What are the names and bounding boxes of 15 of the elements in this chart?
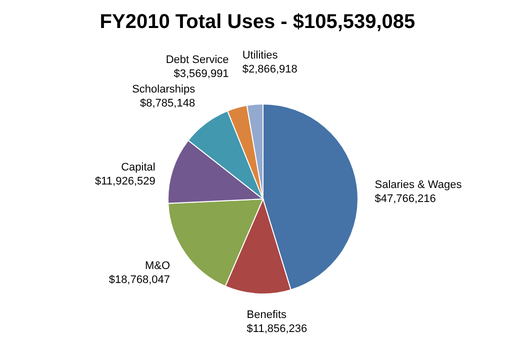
slice-label: Benefits <box>246 308 288 321</box>
slice-label: M&O <box>144 260 170 272</box>
data-label: $2,866,918 <box>242 63 298 76</box>
slice-label: Debt Service <box>166 54 229 66</box>
data-label: $11,926,529 <box>95 176 156 188</box>
slice-label: Scholarships <box>132 84 196 96</box>
slice-label: Utilities <box>242 49 278 62</box>
slice-label: Salaries & Wages <box>374 179 462 192</box>
data-label: $18,768,047 <box>108 274 170 286</box>
slice-label: Capital <box>121 162 156 174</box>
data-label: $11,856,236 <box>246 322 308 335</box>
chart-title: FY2010 Total Uses - $105,539,085 <box>98 10 416 35</box>
data-label: $8,785,148 <box>140 98 196 110</box>
data-label: $47,766,216 <box>374 193 436 206</box>
data-label: $3,569,991 <box>174 68 229 80</box>
